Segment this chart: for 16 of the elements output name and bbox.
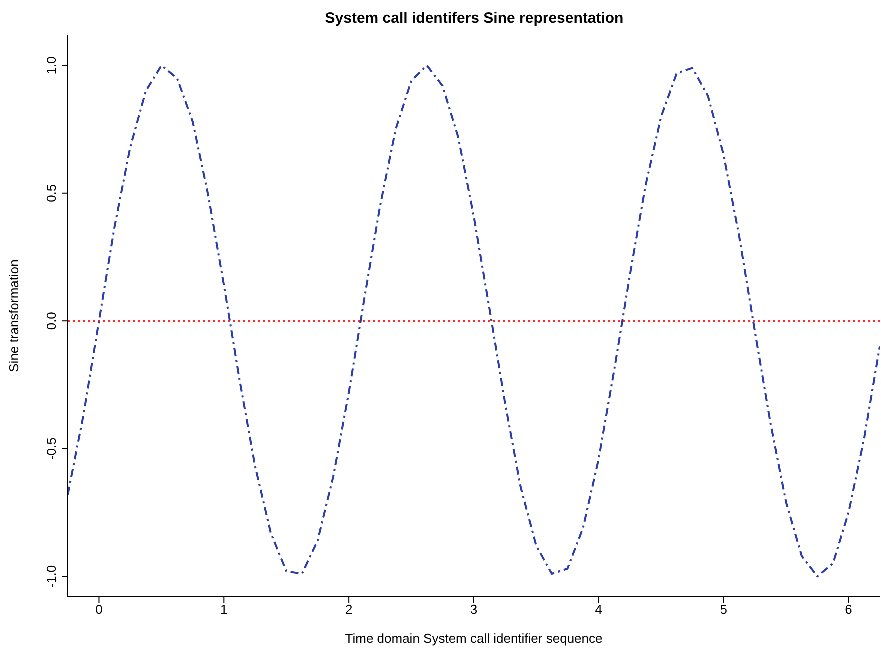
- y-tick-label: -0.5: [44, 438, 59, 460]
- x-tick-label: 3: [470, 602, 478, 618]
- x-tick-label: 2: [345, 602, 353, 618]
- chart-title: System call identifers Sine representation: [324, 10, 625, 27]
- x-tick-label: 5: [720, 602, 728, 618]
- y-axis-title: Sine transformation: [6, 260, 22, 372]
- x-tick-label: 4: [595, 602, 603, 618]
- x-tick-label: 0: [96, 602, 103, 618]
- y-tick-label: 1.0: [44, 56, 59, 75]
- x-tick-label: 6: [845, 602, 852, 618]
- y-tick-label: 0.5: [44, 184, 59, 202]
- y-tick-label: -1.0: [44, 565, 59, 588]
- x-axis-title: Time domain System call identifier sequence: [345, 631, 603, 646]
- x-tick-label: 1: [220, 602, 228, 618]
- line-series: [68, 64, 880, 578]
- y-tick-label: 0.0: [44, 312, 59, 330]
